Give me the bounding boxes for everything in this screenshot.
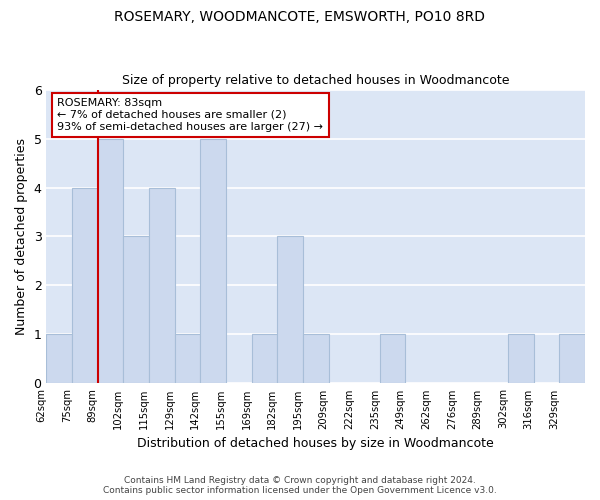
Title: Size of property relative to detached houses in Woodmancote: Size of property relative to detached ho… (122, 74, 509, 87)
Bar (149, 188, 175, 384)
Bar (98, 138, 124, 384)
Bar (380, 334, 406, 384)
Bar (559, 334, 585, 384)
Text: ROSEMARY, WOODMANCOTE, EMSWORTH, PO10 8RD: ROSEMARY, WOODMANCOTE, EMSWORTH, PO10 8R… (115, 10, 485, 24)
Bar (277, 236, 303, 384)
Bar (175, 334, 200, 384)
Bar (251, 334, 277, 384)
X-axis label: Distribution of detached houses by size in Woodmancote: Distribution of detached houses by size … (137, 437, 494, 450)
Text: ROSEMARY: 83sqm
← 7% of detached houses are smaller (2)
93% of semi-detached hou: ROSEMARY: 83sqm ← 7% of detached houses … (57, 98, 323, 132)
Y-axis label: Number of detached properties: Number of detached properties (15, 138, 28, 335)
Bar (46, 334, 72, 384)
Bar (303, 334, 329, 384)
Bar (200, 138, 226, 384)
Bar (72, 188, 98, 384)
Text: Contains HM Land Registry data © Crown copyright and database right 2024.
Contai: Contains HM Land Registry data © Crown c… (103, 476, 497, 495)
Bar (508, 334, 534, 384)
Bar (124, 236, 149, 384)
